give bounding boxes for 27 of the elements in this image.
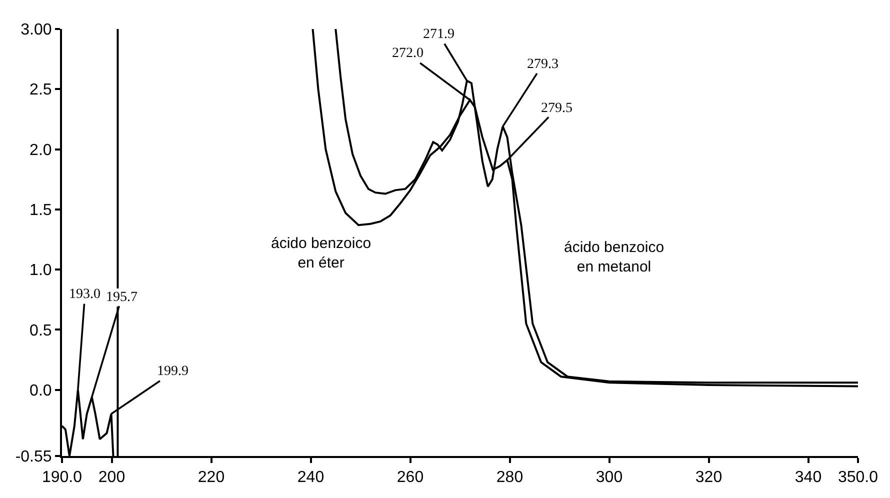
y-tick-label: -0.55 bbox=[15, 448, 52, 466]
y-tick-label: 2.0 bbox=[30, 142, 52, 159]
y-tick-label: 0.0 bbox=[30, 382, 52, 400]
y-tick-label: 1.0 bbox=[30, 262, 52, 280]
y-tick-label: 0.5 bbox=[30, 322, 52, 340]
x-tick-label: 320 bbox=[695, 469, 722, 486]
x-tick-label: 220 bbox=[198, 469, 225, 486]
annotation: 195.7 bbox=[106, 290, 138, 305]
y-tick-label: 1.5 bbox=[30, 202, 52, 220]
annotation: 279.3 bbox=[527, 57, 558, 72]
x-tick-label: 340 bbox=[794, 469, 822, 486]
annotation: 279.5 bbox=[541, 101, 572, 116]
x-tick-label: 280 bbox=[496, 469, 524, 486]
x-tick-label: 300 bbox=[596, 469, 623, 486]
x-tick-label: 260 bbox=[396, 469, 424, 486]
y-tick-label: 3.00 bbox=[20, 22, 52, 39]
x-tick-label: 200 bbox=[98, 469, 126, 486]
annotation: 199.9 bbox=[157, 364, 188, 379]
y-tick-label: 2.5 bbox=[30, 82, 52, 99]
series-label: ácido benzoico en éter bbox=[271, 235, 372, 272]
x-tick-label: 190.0 bbox=[42, 469, 82, 486]
x-tick-label: 240 bbox=[297, 469, 324, 486]
annotation: 193.0 bbox=[69, 287, 100, 302]
annotation: 272.0 bbox=[392, 46, 424, 61]
annotation: 271.9 bbox=[423, 27, 454, 42]
text: ácido benzoico en metanol bbox=[564, 239, 664, 276]
x-tick-label: 350.0 bbox=[838, 469, 878, 486]
